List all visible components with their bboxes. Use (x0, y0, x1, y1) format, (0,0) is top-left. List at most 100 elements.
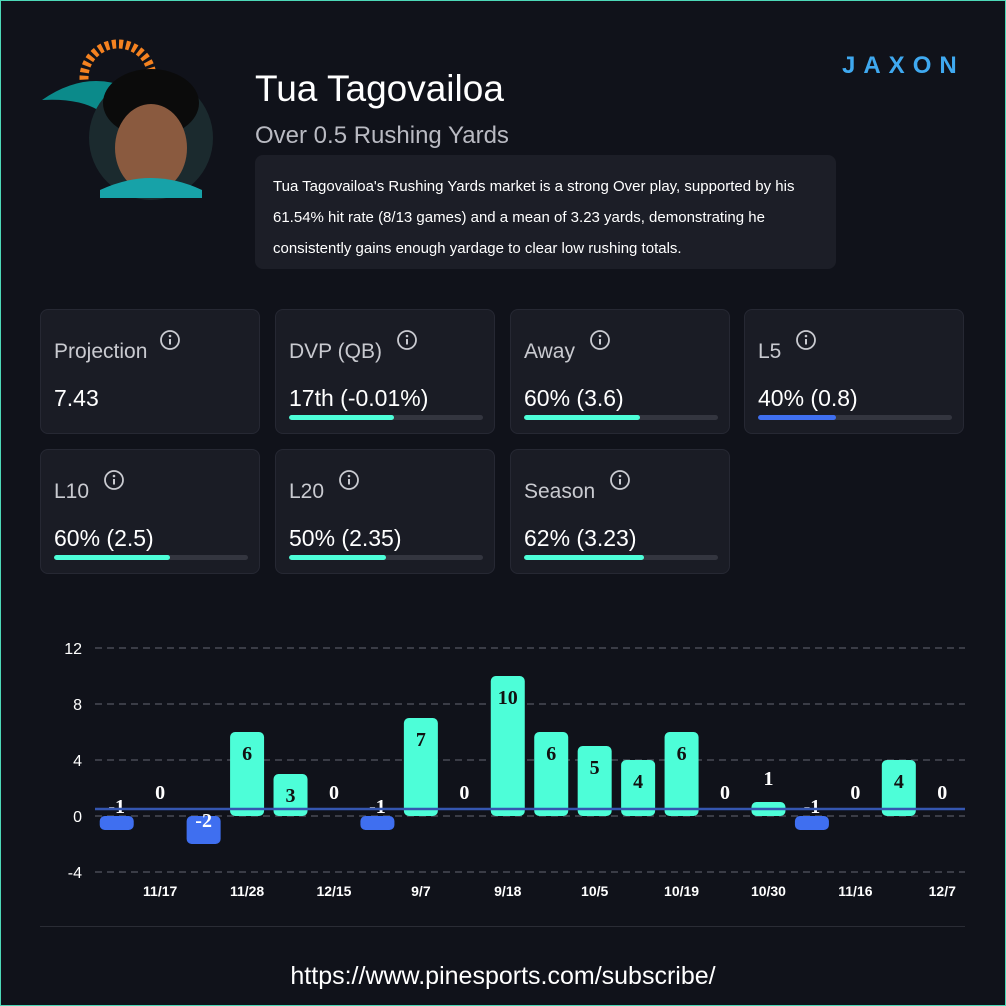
stat-track (524, 415, 718, 420)
chart: -4 0 4 8 12 -1 11/17 0 -2 11/28 6 3 12/15 0 -1 9/7 7 0 9/1… (64, 641, 965, 899)
info-icon (160, 330, 180, 350)
stat-bar (524, 555, 645, 560)
bar (99, 816, 134, 830)
x-tick-label: 12/7 (929, 883, 956, 899)
stat-label: L20 (289, 480, 325, 503)
x-tick-label: 11/28 (230, 883, 264, 899)
stat-bar (54, 555, 171, 560)
stat-label: Away (524, 340, 575, 363)
x-tick-label: 10/5 (581, 883, 608, 899)
info-icon (590, 330, 610, 350)
stat-value: 50% (2.35) (289, 525, 402, 551)
info-icon (796, 330, 816, 350)
icon-ring (160, 330, 180, 350)
market: Over 0.5 Rushing Yards (255, 122, 509, 149)
stat-track (54, 555, 248, 560)
bar (230, 732, 265, 816)
bar (490, 676, 525, 816)
value-label: 4 (894, 771, 904, 793)
value-label: 1 (763, 768, 773, 790)
stat-value: 60% (3.6) (524, 385, 624, 411)
stat-track (524, 555, 718, 560)
value-label: -1 (804, 796, 821, 818)
stat-card: L20 50% (2.35) (275, 449, 495, 574)
stat-value: 62% (3.23) (524, 525, 637, 551)
stat-value: 17th (-0.01%) (289, 385, 429, 411)
x-tick-label: 10/19 (664, 883, 699, 899)
stat-track (289, 555, 483, 560)
stat-card: DVP (QB) 17th (-0.01%) (275, 309, 495, 434)
divider (40, 926, 965, 927)
stat-label: Projection (54, 340, 148, 363)
bar (534, 732, 569, 816)
x-tick-label: 12/15 (316, 883, 351, 899)
stat-card: L10 60% (2.5) (40, 449, 260, 574)
jersey (100, 178, 202, 198)
icon-ring (796, 330, 816, 350)
value-label: -1 (108, 796, 125, 818)
player-image (42, 39, 213, 200)
value-label: 0 (720, 782, 730, 804)
value-label: 7 (416, 729, 426, 751)
icon-dot (405, 334, 409, 338)
stat-value: 60% (2.5) (54, 525, 154, 551)
y-tick-label: 0 (73, 809, 82, 826)
bar (186, 816, 221, 844)
icon-dot (112, 474, 116, 478)
value-label: 6 (242, 743, 252, 765)
stat-bar (758, 415, 836, 420)
bar (273, 774, 308, 816)
value-label: 0 (937, 782, 947, 804)
value-label: 10 (498, 687, 518, 709)
x-tick-label: 11/16 (838, 883, 872, 899)
bar (577, 746, 612, 816)
bar (881, 760, 916, 816)
bar (621, 760, 656, 816)
stat-bar (289, 415, 394, 420)
stat-label: DVP (QB) (289, 340, 382, 363)
stat-bar (524, 415, 641, 420)
icon-dot (168, 334, 172, 338)
x-tick-label: 9/18 (494, 883, 521, 899)
footer-url: https://www.pinesports.com/subscribe/ (290, 962, 716, 990)
value-label: 0 (155, 782, 165, 804)
stat-label: L10 (54, 480, 90, 503)
y-tick-label: 4 (73, 753, 82, 770)
stat-card: L5 40% (0.8) (744, 309, 964, 434)
icon-dot (598, 334, 602, 338)
icon-dot (618, 474, 622, 478)
icon-ring (397, 330, 417, 350)
value-label: 0 (850, 782, 860, 804)
info-icon (339, 470, 359, 490)
stat-bar (289, 555, 386, 560)
icon-ring (339, 470, 359, 490)
player-name: Tua Tagovailoa (255, 68, 504, 109)
icon-ring (590, 330, 610, 350)
icon-ring (610, 470, 630, 490)
icon-ring (104, 470, 124, 490)
y-tick-label: 8 (73, 697, 82, 714)
info-icon (104, 470, 124, 490)
description: Tua Tagovailoa's Rushing Yards market is… (255, 155, 836, 269)
y-tick-label: -4 (68, 865, 82, 882)
stat-card: Projection 7.43 (40, 309, 260, 434)
x-tick-label: 11/17 (143, 883, 177, 899)
stat-value: 7.43 (54, 385, 99, 411)
x-tick-label: 9/7 (411, 883, 431, 899)
stat-card: Season 62% (3.23) (510, 449, 730, 574)
value-label: 4 (633, 771, 643, 793)
face (115, 104, 187, 192)
bar (794, 816, 829, 830)
info-icon (610, 470, 630, 490)
stat-track (289, 415, 483, 420)
brand-logo: JAXON (842, 52, 965, 79)
value-label: -2 (195, 810, 212, 832)
value-label: 3 (286, 785, 296, 807)
stat-value: 40% (0.8) (758, 385, 858, 411)
info-icon (397, 330, 417, 350)
stat-label: Season (524, 480, 596, 503)
stat-card: Away 60% (3.6) (510, 309, 730, 434)
value-label: 0 (329, 782, 339, 804)
value-label: 0 (459, 782, 469, 804)
value-label: 6 (677, 743, 687, 765)
